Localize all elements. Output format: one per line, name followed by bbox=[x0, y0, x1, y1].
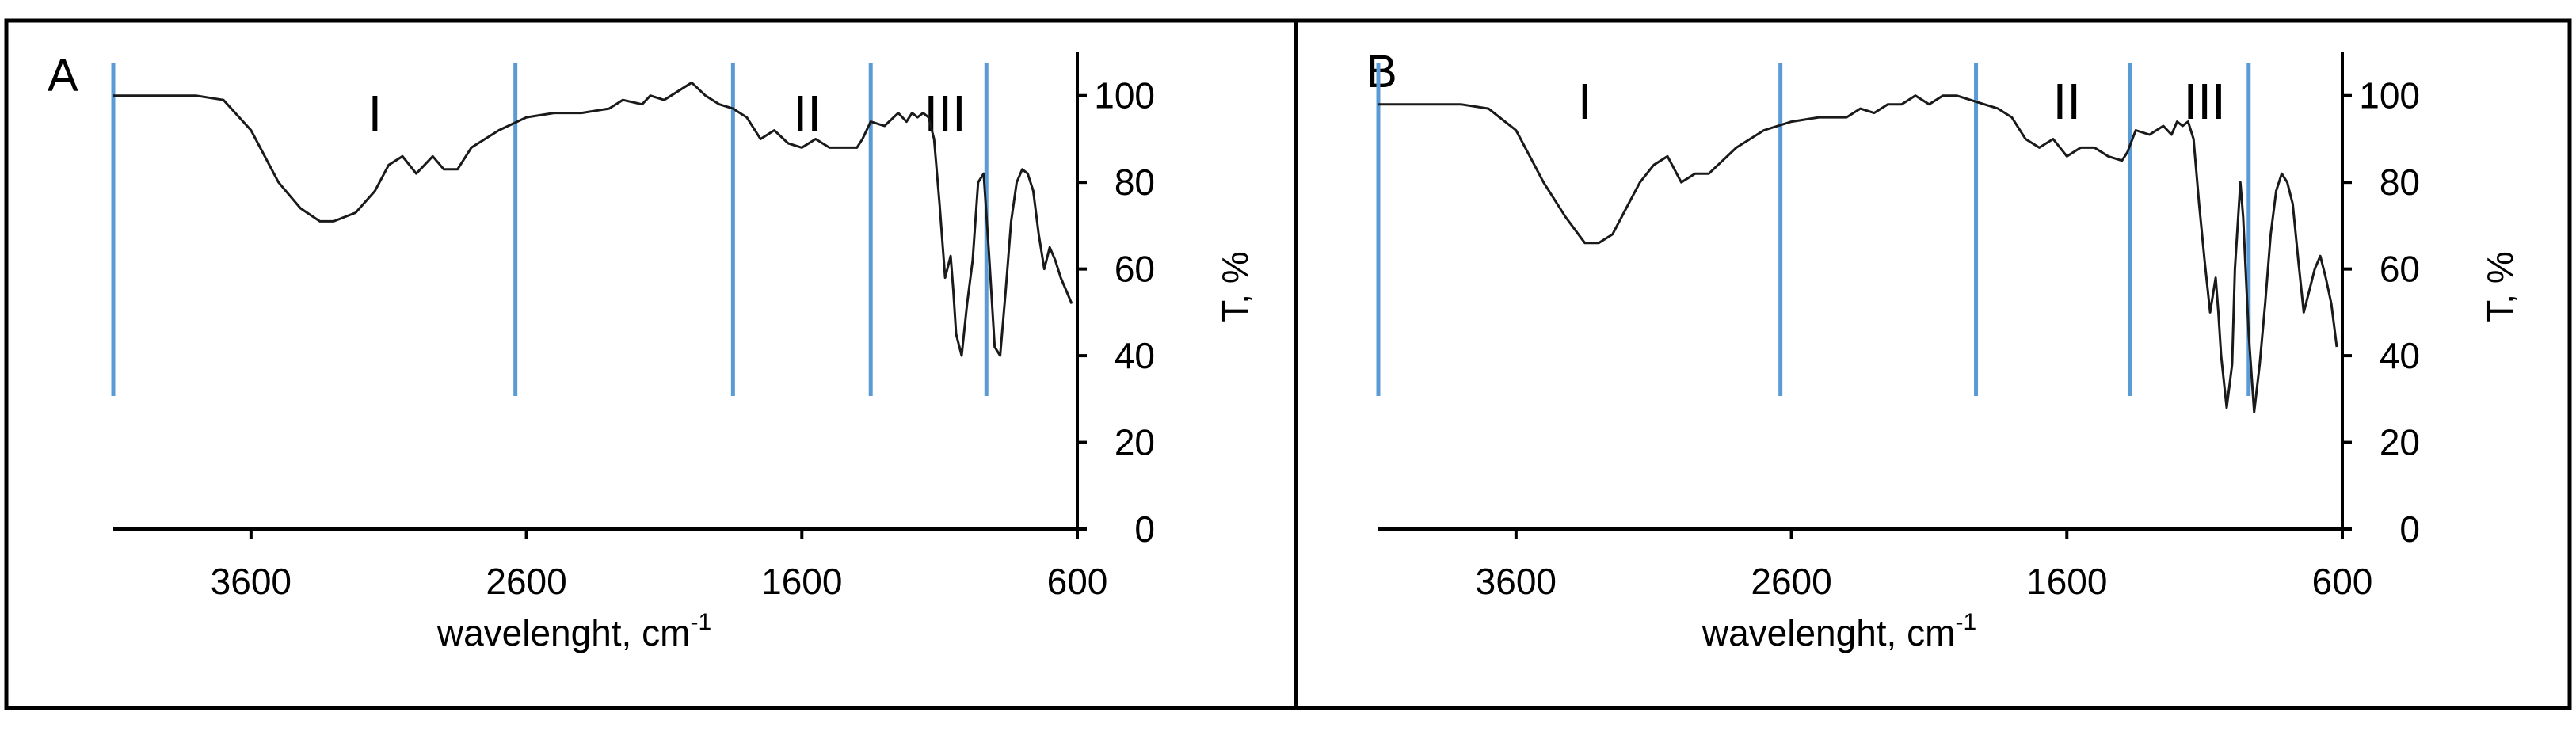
panel-a-region-label-1: II bbox=[793, 85, 821, 142]
panel-a-x-axis-title-superscript: -1 bbox=[690, 609, 711, 635]
panel-b-y-tick-label-100: 100 bbox=[2359, 75, 2420, 116]
panel-a-y-tick-label-80: 80 bbox=[1115, 162, 1155, 203]
panel-a-y-tick-label-100: 100 bbox=[1094, 75, 1155, 116]
panel-a-x-axis-title-main: wavelenght, cm bbox=[436, 612, 691, 653]
panel-a-region-label-0: I bbox=[368, 85, 382, 142]
panel-a-spectrum-line bbox=[113, 81, 1073, 357]
panel-b-x-axis-title-superscript: -1 bbox=[1955, 609, 1976, 635]
panel-a-x-tick-label-2600: 2600 bbox=[486, 561, 566, 602]
panel-b-letter: B bbox=[1366, 46, 1397, 97]
panel-a-y-tick-label-60: 60 bbox=[1115, 249, 1155, 290]
panel-b-region-label-1: II bbox=[2053, 73, 2082, 130]
panel-b-spectrum-line bbox=[1378, 94, 2338, 413]
panel-a-region-label-2: III bbox=[924, 85, 966, 142]
panel-a-axes: 3600 2600 1600 600 0 20 40 60 80 100 bbox=[113, 52, 1155, 602]
panel-b-y-tick-label-0: 0 bbox=[2399, 508, 2420, 550]
panel-b-region-label-2: III bbox=[2183, 73, 2225, 130]
panel-b-y-axis-title: T, % bbox=[2479, 251, 2521, 322]
panel-b-y-tick-label-20: 20 bbox=[2380, 422, 2420, 463]
panel-b-x-tick-label-1600: 1600 bbox=[2026, 561, 2107, 602]
panel-a-x-axis-title: wavelenght, cm-1 bbox=[436, 609, 711, 653]
panel-b-region-label-0: I bbox=[1578, 73, 1592, 130]
panel-b-frame bbox=[1294, 18, 2572, 710]
panel-a-y-tick-label-0: 0 bbox=[1134, 508, 1155, 550]
panel-b-axes: 3600 2600 1600 600 0 20 40 60 80 100 bbox=[1378, 52, 2420, 602]
panel-a-x-tick-label-3600: 3600 bbox=[211, 561, 292, 602]
panel-a-letter: A bbox=[48, 50, 78, 101]
panel-b-x-tick-label-2600: 2600 bbox=[1751, 561, 1831, 602]
panel-a-frame bbox=[4, 18, 1298, 710]
panel-b-x-tick-label-3600: 3600 bbox=[1476, 561, 1557, 602]
panel-b-y-tick-label-40: 40 bbox=[2380, 335, 2420, 376]
panel-b-y-tick-label-80: 80 bbox=[2380, 162, 2420, 203]
panel-b-y-tick-label-60: 60 bbox=[2380, 249, 2420, 290]
panel-b-x-tick-label-600: 600 bbox=[2312, 561, 2373, 602]
panel-b-regions: I II III bbox=[1376, 63, 2251, 396]
panel-a-y-tick-label-40: 40 bbox=[1115, 335, 1155, 376]
panel-a-y-tick-label-20: 20 bbox=[1115, 422, 1155, 463]
panel-a-y-axis-title: T, % bbox=[1214, 251, 1256, 322]
panel-b-x-axis-title: wavelenght, cm-1 bbox=[1701, 609, 1976, 653]
panel-a-x-tick-label-1600: 1600 bbox=[761, 561, 842, 602]
panel-a-x-tick-label-600: 600 bbox=[1047, 561, 1108, 602]
panel-b-x-axis-title-main: wavelenght, cm bbox=[1701, 612, 1956, 653]
